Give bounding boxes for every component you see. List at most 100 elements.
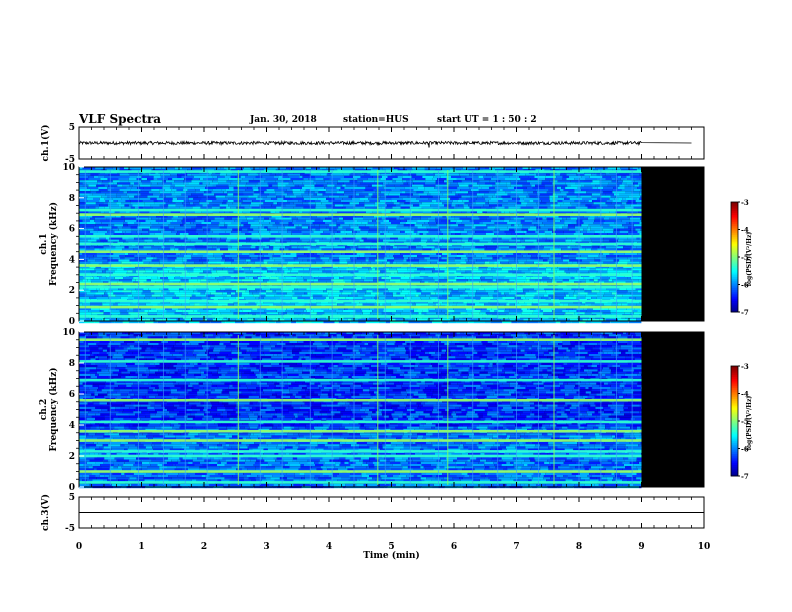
spectrogram-cell (142, 259, 152, 262)
spectrogram-cell (580, 202, 594, 205)
spectrogram-cell (177, 175, 182, 178)
spectrogram-cell (519, 226, 523, 229)
spectrogram-cell (207, 226, 220, 229)
spectrogram-cell (301, 224, 315, 227)
spectrogram-cell (603, 303, 611, 306)
spectrogram-cell (82, 182, 87, 185)
spectrogram-cell (550, 211, 563, 214)
spectrogram-cell (288, 182, 294, 185)
spectrogram-cell (413, 189, 425, 192)
spectrogram-cell (591, 303, 604, 306)
spectrogram-cell (530, 182, 542, 185)
spectrogram-cell (261, 268, 268, 271)
spectrogram-cell (130, 206, 135, 209)
spectrogram-cell (275, 217, 279, 220)
spectrogram-cell (190, 219, 196, 222)
spectrogram-cell (470, 296, 474, 299)
spectrogram-cell (384, 281, 396, 284)
spectrogram-cell (264, 226, 268, 229)
spectrogram-cell (203, 307, 217, 310)
spectrogram-cell (250, 246, 256, 249)
spectrogram-cell (283, 180, 289, 183)
spectrogram-cell (126, 310, 134, 313)
spectrogram-cell (96, 239, 101, 242)
spectrogram-cell (458, 204, 464, 207)
spectrogram-cell (555, 184, 568, 187)
spectrogram-cell (564, 222, 572, 225)
spectrogram-cell (451, 215, 455, 218)
spectrogram-cell (426, 312, 437, 315)
spectrogram-cell (487, 259, 497, 262)
spectrogram-cell (182, 310, 194, 313)
spectrogram-cell (447, 206, 454, 209)
spectrogram-cell (373, 266, 384, 269)
spectrogram-cell (104, 206, 110, 209)
spectrogram-cell (386, 178, 393, 181)
spectrogram-cell (88, 310, 100, 313)
spectrogram-cell (556, 233, 564, 236)
spectrogram-cell (386, 195, 399, 198)
spectrogram-cell (591, 248, 598, 251)
spectrogram-cell (162, 186, 170, 189)
spectrogram-cell (566, 173, 577, 176)
spectrogram-cell (332, 288, 344, 291)
spectrogram-cell (274, 294, 285, 297)
spectrogram-cell (89, 246, 95, 249)
spectrogram-cell (216, 239, 220, 242)
spectrogram-cell (459, 226, 472, 229)
spectrogram-cell (144, 239, 153, 242)
spectrogram-cell (183, 233, 189, 236)
spectrogram-cell (581, 175, 585, 178)
spectrogram-cell (313, 180, 325, 183)
spectrogram-cell (485, 233, 495, 236)
spectrogram-cell (90, 303, 103, 306)
spectrogram-cell (293, 193, 301, 196)
spectrogram-cell (162, 266, 167, 269)
spectrogram-cell (366, 182, 378, 185)
spectrogram-cell (323, 178, 330, 181)
spectrogram-cell (164, 228, 175, 231)
spectrogram-cell (484, 248, 496, 251)
spectrogram-cell (106, 277, 115, 280)
spectrogram-cell (309, 296, 314, 299)
spectrogram-cell (139, 191, 149, 194)
spectrogram-cell (244, 268, 250, 271)
spectrogram-cell (626, 288, 633, 291)
spectrogram-cell (217, 279, 225, 282)
spectrogram-cell (230, 175, 236, 178)
spectrogram-cell (99, 307, 110, 310)
spectrogram-cell (464, 259, 469, 262)
spectrogram-cell (301, 226, 309, 229)
spectrogram-cell (238, 195, 249, 198)
spectrogram-cell (440, 303, 450, 306)
spectrogram-cell (566, 193, 580, 196)
spectrogram-cell (594, 233, 599, 236)
spectrogram-cell (298, 228, 312, 231)
spectrogram-cell (481, 279, 493, 282)
spectrogram-cell (460, 233, 468, 236)
spectrogram-cell (410, 248, 423, 251)
spectrogram-cell (123, 233, 132, 236)
spectrogram-cell (559, 268, 569, 271)
spectrogram-cell (544, 224, 555, 227)
spectrogram-cell (98, 189, 108, 192)
spectrogram-cell (323, 290, 327, 293)
spectrogram-cell (378, 288, 388, 291)
spectrogram-cell (112, 180, 120, 183)
spectrogram-cell (227, 266, 235, 269)
spectrogram-cell (374, 307, 384, 310)
spectrogram-cell (123, 222, 128, 225)
spectrogram-cell (568, 206, 576, 209)
spectrogram-cell (442, 237, 451, 240)
spectrogram-cell (170, 191, 175, 194)
spectrogram-cell (142, 266, 152, 269)
spectrogram-cell (97, 255, 109, 258)
spectrogram-cell (629, 184, 635, 187)
spectrogram-cell (636, 246, 642, 249)
spectrogram-cell (235, 292, 239, 295)
spectrogram-cell (278, 312, 282, 315)
spectrogram-cell (450, 224, 458, 227)
spectrogram-cell (461, 222, 474, 225)
spectrogram-cell (79, 215, 88, 218)
spectrogram-cell (94, 294, 103, 297)
